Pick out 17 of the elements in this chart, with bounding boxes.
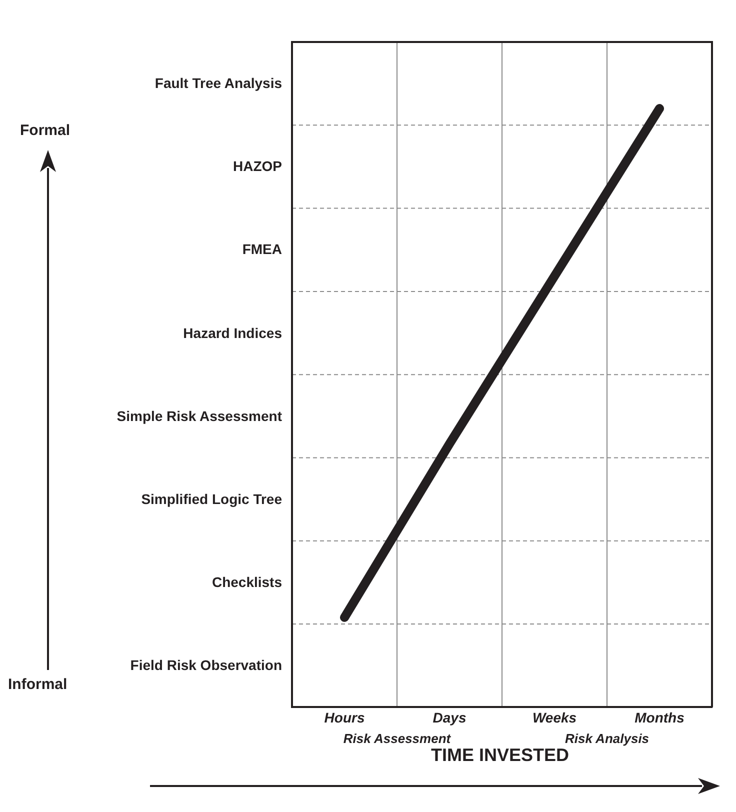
x-tick-label: Weeks <box>532 709 577 726</box>
text: HAZOP <box>232 158 282 176</box>
text: Field Risk Observation <box>129 657 282 674</box>
text: Risk Analysis <box>564 731 650 746</box>
text: Checklists <box>210 574 282 591</box>
text: Fault Tree Analysis <box>154 75 282 92</box>
x-tick-label: Days <box>432 709 466 726</box>
text: Informal <box>8 676 68 693</box>
text: Simplified Logic Tree <box>140 490 282 508</box>
x-tick-label: Months <box>634 709 685 726</box>
text: FMEA <box>241 241 282 258</box>
text: Simple Risk Assessment <box>116 408 282 425</box>
text: Risk Assessment <box>342 731 452 746</box>
x-axis-title: TIME INVESTED <box>430 745 570 766</box>
text: Formal <box>20 122 70 139</box>
text: Hazard Indices <box>182 324 282 342</box>
x-tick-label: Hours <box>324 709 365 726</box>
